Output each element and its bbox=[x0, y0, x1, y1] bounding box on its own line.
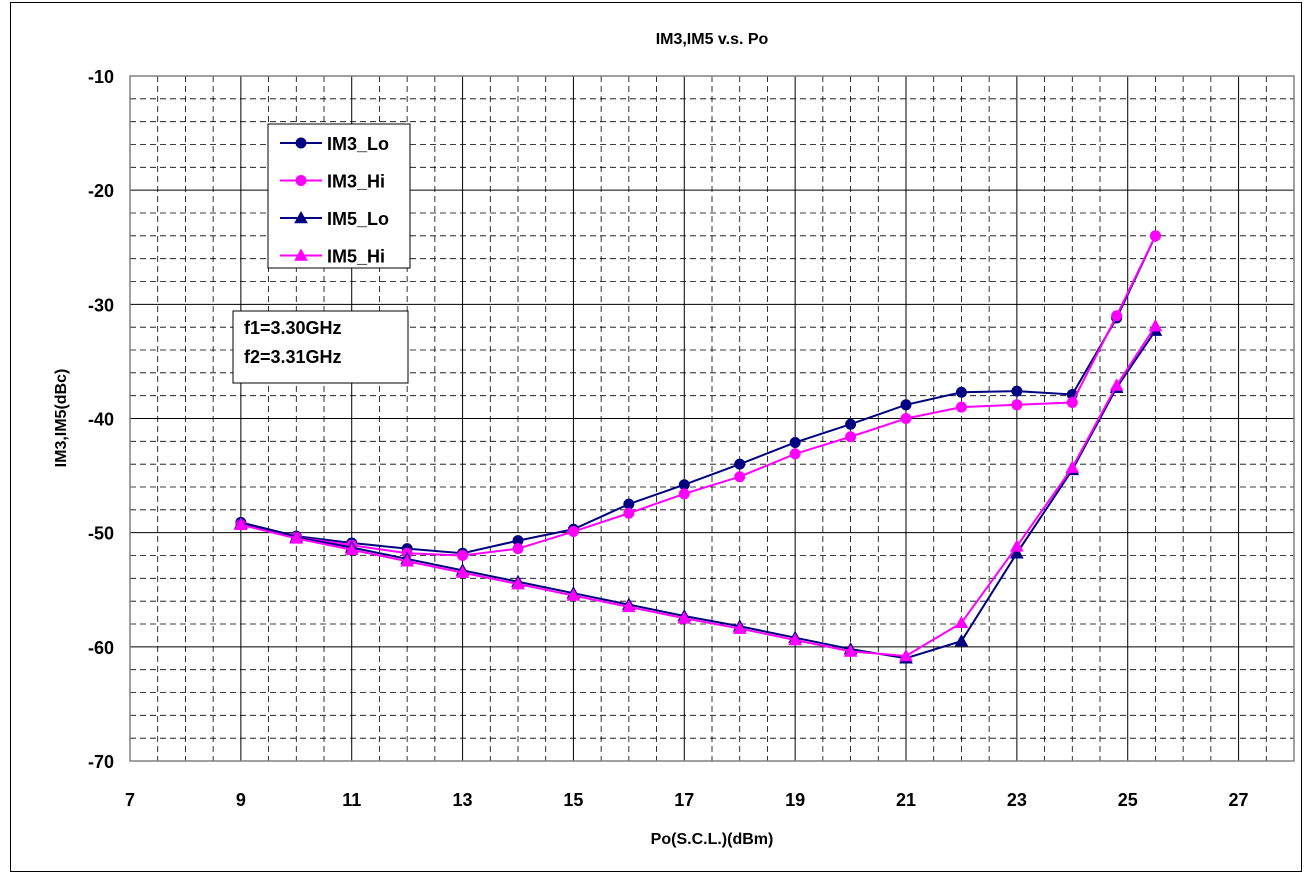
data-point bbox=[1149, 230, 1161, 242]
data-point bbox=[1010, 546, 1024, 559]
plot-border bbox=[129, 75, 1295, 762]
chart-frame bbox=[10, 2, 1302, 872]
legend-marker bbox=[294, 248, 308, 261]
data-point bbox=[845, 418, 857, 430]
x-tick-label: 19 bbox=[785, 790, 805, 810]
data-point bbox=[954, 615, 969, 629]
x-tick-label: 9 bbox=[236, 790, 246, 810]
data-point bbox=[234, 517, 248, 530]
data-point bbox=[1011, 385, 1023, 397]
series-im5-hi bbox=[234, 318, 1163, 662]
x-tick-label: 15 bbox=[563, 790, 583, 810]
data-point bbox=[732, 621, 747, 634]
y-tick-label: -30 bbox=[88, 295, 114, 315]
series-line bbox=[240, 325, 1157, 657]
y-tick-label: -20 bbox=[88, 181, 114, 201]
legend-marker bbox=[294, 210, 308, 224]
x-axis-label: Po(S.C.L.)(dBm) bbox=[651, 831, 774, 848]
data-point bbox=[1148, 318, 1163, 332]
x-tick-label: 23 bbox=[1007, 790, 1027, 810]
annotation-text: f2=3.31GHz bbox=[244, 347, 342, 367]
legend-marker bbox=[295, 175, 307, 186]
y-tick-label: -70 bbox=[88, 752, 114, 772]
series-line bbox=[240, 235, 1157, 557]
data-point bbox=[566, 588, 581, 601]
data-point bbox=[400, 554, 414, 567]
data-point bbox=[457, 550, 469, 561]
data-point bbox=[845, 431, 857, 443]
data-point bbox=[954, 634, 969, 647]
annotation-text: f1=3.30GHz bbox=[244, 318, 342, 338]
x-tick-label: 27 bbox=[1229, 790, 1249, 810]
y-tick-label: -10 bbox=[88, 67, 114, 87]
chart-title: IM3,IM5 v.s. Po bbox=[656, 31, 769, 48]
data-point bbox=[511, 577, 525, 590]
data-point bbox=[678, 488, 690, 500]
annotation: f1=3.30GHz f2=3.31GHz bbox=[232, 310, 409, 384]
data-point bbox=[1011, 399, 1023, 411]
data-point bbox=[1109, 378, 1124, 391]
legend-label: IM3_Hi bbox=[327, 172, 385, 192]
x-tick-label: 25 bbox=[1118, 790, 1138, 810]
series-line bbox=[240, 330, 1157, 660]
legend-label: IM5_Hi bbox=[327, 247, 385, 267]
data-point bbox=[843, 644, 858, 657]
annotation-box bbox=[232, 310, 409, 384]
legend-label: IM5_Lo bbox=[327, 209, 389, 229]
data-point bbox=[899, 648, 913, 662]
data-point bbox=[567, 526, 579, 538]
y-tick-label: -40 bbox=[88, 410, 114, 430]
y-tick-label: -50 bbox=[88, 524, 114, 544]
legend-box bbox=[267, 123, 411, 269]
x-tick-label: 13 bbox=[453, 790, 473, 810]
x-tick-label: 11 bbox=[342, 790, 361, 810]
data-point bbox=[623, 498, 635, 510]
data-point bbox=[789, 436, 801, 448]
legend: IM3_Lo IM3_Hi IM5_Lo IM5_Hi bbox=[267, 123, 411, 269]
data-point bbox=[955, 401, 967, 413]
x-tick-label: 17 bbox=[674, 790, 694, 810]
y-axis-label: IM3,IM5(dBc) bbox=[53, 369, 70, 468]
x-tick-label: 21 bbox=[896, 790, 916, 810]
data-point bbox=[512, 543, 524, 555]
data-point bbox=[734, 458, 746, 470]
data-point bbox=[900, 399, 912, 411]
data-point bbox=[623, 507, 635, 519]
data-point bbox=[734, 471, 746, 483]
data-point bbox=[622, 599, 636, 613]
data-point bbox=[677, 611, 692, 624]
legend-label: IM3_Lo bbox=[327, 134, 389, 154]
data-point bbox=[289, 531, 304, 544]
series-line bbox=[240, 235, 1157, 555]
data-point bbox=[789, 448, 801, 460]
data-point bbox=[344, 542, 359, 556]
data-point bbox=[900, 413, 912, 424]
data-point bbox=[455, 565, 470, 578]
data-point bbox=[1066, 397, 1078, 409]
data-point bbox=[955, 386, 967, 398]
y-tick-label: -60 bbox=[88, 638, 114, 658]
data-point bbox=[1065, 460, 1080, 473]
data-point bbox=[1111, 310, 1123, 322]
data-point bbox=[678, 479, 690, 491]
data-point bbox=[788, 632, 802, 646]
x-tick-label: 7 bbox=[125, 790, 135, 810]
legend-marker bbox=[295, 137, 307, 149]
data-point bbox=[1010, 539, 1024, 552]
